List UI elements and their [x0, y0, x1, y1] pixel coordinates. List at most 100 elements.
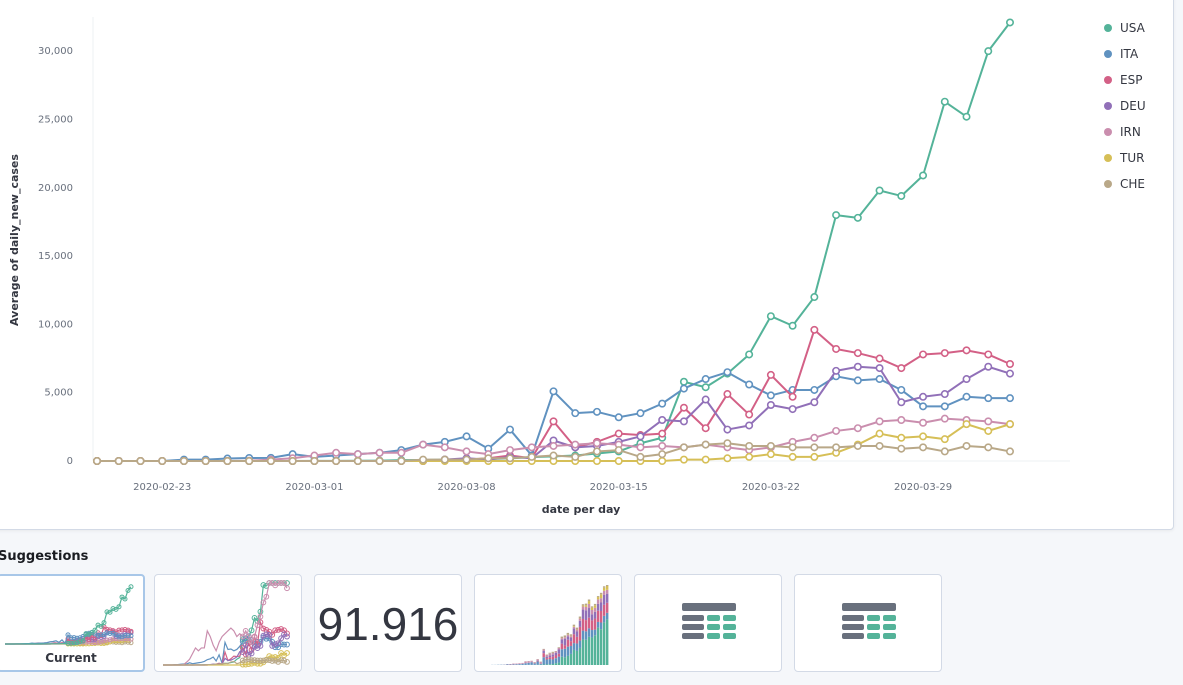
- line-chart[interactable]: 0 5,000 10,000 15,000 20,000 25,000 30,000 202…: [0, 0, 1165, 525]
- data-point[interactable]: [832, 366, 841, 375]
- data-point[interactable]: [875, 364, 884, 373]
- data-point[interactable]: [1005, 18, 1014, 27]
- data-point[interactable]: [397, 448, 406, 457]
- data-point[interactable]: [810, 325, 819, 334]
- data-point[interactable]: [853, 424, 862, 433]
- data-point[interactable]: [114, 456, 123, 465]
- data-point[interactable]: [571, 440, 580, 449]
- data-point[interactable]: [875, 429, 884, 438]
- data-point[interactable]: [919, 171, 928, 180]
- data-point[interactable]: [962, 441, 971, 450]
- data-point[interactable]: [919, 418, 928, 427]
- data-point[interactable]: [962, 420, 971, 429]
- data-point[interactable]: [332, 456, 341, 465]
- data-point[interactable]: [788, 392, 797, 401]
- data-point[interactable]: [810, 433, 819, 442]
- data-point[interactable]: [810, 398, 819, 407]
- suggestion-card-metric[interactable]: 91.916: [314, 574, 462, 672]
- data-point[interactable]: [375, 448, 384, 457]
- legend-item-deu[interactable]: DEU: [1104, 93, 1146, 119]
- data-point[interactable]: [897, 444, 906, 453]
- data-point[interactable]: [375, 456, 384, 465]
- data-point[interactable]: [1005, 420, 1014, 429]
- data-point[interactable]: [549, 387, 558, 396]
- data-point[interactable]: [288, 456, 297, 465]
- data-point[interactable]: [462, 455, 471, 464]
- data-point[interactable]: [984, 417, 993, 426]
- legend-item-irn[interactable]: IRN: [1104, 119, 1146, 145]
- data-point[interactable]: [332, 448, 341, 457]
- data-point[interactable]: [658, 399, 667, 408]
- data-point[interactable]: [440, 443, 449, 452]
- data-point[interactable]: [353, 450, 362, 459]
- data-point[interactable]: [636, 443, 645, 452]
- data-point[interactable]: [136, 456, 145, 465]
- data-point[interactable]: [766, 441, 775, 450]
- data-point[interactable]: [701, 395, 710, 404]
- data-point[interactable]: [549, 417, 558, 426]
- data-point[interactable]: [723, 439, 732, 448]
- data-point[interactable]: [636, 409, 645, 418]
- data-point[interactable]: [614, 456, 623, 465]
- data-point[interactable]: [810, 452, 819, 461]
- data-point[interactable]: [810, 443, 819, 452]
- data-point[interactable]: [592, 447, 601, 456]
- data-point[interactable]: [853, 349, 862, 358]
- data-point[interactable]: [984, 394, 993, 403]
- data-point[interactable]: [701, 383, 710, 392]
- data-point[interactable]: [745, 452, 754, 461]
- data-point[interactable]: [484, 454, 493, 463]
- data-point[interactable]: [592, 456, 601, 465]
- data-point[interactable]: [658, 416, 667, 425]
- data-point[interactable]: [462, 447, 471, 456]
- data-point[interactable]: [940, 447, 949, 456]
- data-point[interactable]: [962, 346, 971, 355]
- data-point[interactable]: [897, 385, 906, 394]
- data-point[interactable]: [875, 186, 884, 195]
- data-point[interactable]: [462, 432, 471, 441]
- data-point[interactable]: [397, 456, 406, 465]
- data-point[interactable]: [745, 380, 754, 389]
- suggestion-card-table-1[interactable]: [634, 574, 782, 672]
- data-point[interactable]: [310, 456, 319, 465]
- legend-item-esp[interactable]: ESP: [1104, 67, 1146, 93]
- data-point[interactable]: [897, 364, 906, 373]
- data-point[interactable]: [984, 47, 993, 56]
- data-point[interactable]: [353, 456, 362, 465]
- suggestion-card-table-2[interactable]: [794, 574, 942, 672]
- data-point[interactable]: [571, 409, 580, 418]
- data-point[interactable]: [940, 402, 949, 411]
- data-point[interactable]: [919, 432, 928, 441]
- data-point[interactable]: [897, 191, 906, 200]
- data-point[interactable]: [701, 440, 710, 449]
- data-point[interactable]: [723, 454, 732, 463]
- data-point[interactable]: [223, 456, 232, 465]
- data-point[interactable]: [549, 441, 558, 450]
- legend-item-tur[interactable]: TUR: [1104, 145, 1146, 171]
- data-point[interactable]: [614, 429, 623, 438]
- data-point[interactable]: [940, 414, 949, 423]
- data-point[interactable]: [1005, 394, 1014, 403]
- data-point[interactable]: [766, 312, 775, 321]
- data-point[interactable]: [1005, 447, 1014, 456]
- data-point[interactable]: [679, 384, 688, 393]
- data-point[interactable]: [158, 456, 167, 465]
- data-point[interactable]: [658, 456, 667, 465]
- data-point[interactable]: [658, 441, 667, 450]
- data-point[interactable]: [919, 350, 928, 359]
- data-point[interactable]: [940, 349, 949, 358]
- data-point[interactable]: [897, 398, 906, 407]
- data-point[interactable]: [766, 391, 775, 400]
- legend-item-che[interactable]: CHE: [1104, 171, 1146, 197]
- data-point[interactable]: [832, 426, 841, 435]
- data-point[interactable]: [701, 455, 710, 464]
- suggestion-card-current[interactable]: Current: [0, 574, 145, 672]
- data-point[interactable]: [723, 368, 732, 377]
- data-point[interactable]: [592, 439, 601, 448]
- data-point[interactable]: [571, 452, 580, 461]
- data-point[interactable]: [788, 321, 797, 330]
- data-point[interactable]: [679, 455, 688, 464]
- data-point[interactable]: [614, 413, 623, 422]
- data-point[interactable]: [940, 97, 949, 106]
- series-usa[interactable]: [93, 18, 1014, 465]
